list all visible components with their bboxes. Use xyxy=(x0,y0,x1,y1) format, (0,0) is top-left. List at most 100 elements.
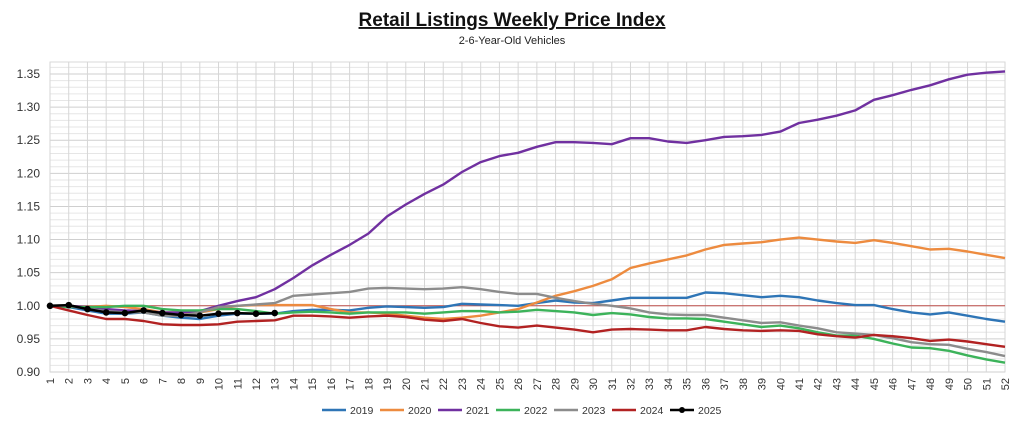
data-point-2025 xyxy=(121,309,129,317)
x-tick-label: 52 xyxy=(1000,378,1012,390)
x-tick-label: 3 xyxy=(82,378,94,384)
legend-item-2022: 2022 xyxy=(496,405,548,417)
y-axis: 0.90 0.95 1.00 1.05 1.10 1.15 1.20 1.25 1.30 1.35 xyxy=(17,67,41,379)
legend-item-2021: 2021 xyxy=(438,405,490,417)
x-tick-label: 46 xyxy=(888,378,900,390)
x-tick-label: 16 xyxy=(326,378,338,390)
data-point-2025 xyxy=(271,309,279,317)
y-tick-label: 1.15 xyxy=(17,199,41,213)
x-tick-label: 34 xyxy=(663,378,675,390)
x-tick-label: 9 xyxy=(195,378,207,384)
legend-item-2025: 2025 xyxy=(670,405,722,417)
data-point-2025 xyxy=(177,311,185,319)
x-tick-label: 11 xyxy=(232,378,244,389)
series-2023 xyxy=(50,286,1006,358)
x-tick-label: 30 xyxy=(588,378,600,390)
data-point-2025 xyxy=(84,305,91,313)
x-tick-label: 25 xyxy=(494,378,506,390)
x-tick-label: 24 xyxy=(476,378,488,390)
data-point-2025 xyxy=(140,307,147,314)
x-tick-label: 31 xyxy=(607,378,619,390)
data-point-2025 xyxy=(233,309,241,317)
x-tick-label: 37 xyxy=(719,378,731,390)
data-point-2025 xyxy=(196,312,204,320)
data-point-2025 xyxy=(159,309,166,317)
x-tick-label: 1 xyxy=(45,378,57,384)
data-point-2025 xyxy=(46,302,54,310)
data-point-2025 xyxy=(252,310,260,318)
x-tick-label: 44 xyxy=(850,378,862,390)
series-line-2021 xyxy=(50,70,1006,314)
x-tick-label: 42 xyxy=(813,378,825,390)
x-tick-label: 15 xyxy=(307,378,319,390)
x-tick-label: 23 xyxy=(457,378,469,390)
legend-label: 2024 xyxy=(640,405,664,417)
series-2021 xyxy=(50,70,1006,314)
x-tick-label: 28 xyxy=(551,378,563,390)
series-line-2024 xyxy=(49,304,1006,348)
x-tick-label: 47 xyxy=(906,378,918,390)
series-line-2023 xyxy=(50,286,1006,358)
legend-label: 2022 xyxy=(524,405,548,417)
y-tick-label: 0.95 xyxy=(17,332,41,346)
x-tick-label: 17 xyxy=(345,378,357,390)
x-tick-label: 13 xyxy=(270,378,282,390)
legend-marker xyxy=(679,407,685,413)
x-tick-label: 43 xyxy=(831,378,843,390)
x-tick-label: 45 xyxy=(869,378,881,390)
series-2024 xyxy=(49,304,1006,348)
x-tick-label: 50 xyxy=(963,378,975,390)
x-tick-label: 20 xyxy=(401,378,413,390)
x-tick-label: 51 xyxy=(981,378,993,390)
legend-item-2024: 2024 xyxy=(612,405,664,417)
y-tick-label: 1.05 xyxy=(17,266,41,280)
x-tick-label: 27 xyxy=(532,378,544,390)
y-tick-label: 1.10 xyxy=(17,233,41,247)
y-tick-label: 1.00 xyxy=(17,299,41,313)
y-tick-label: 1.35 xyxy=(17,67,41,81)
x-tick-label: 14 xyxy=(288,378,300,390)
legend-item-2020: 2020 xyxy=(380,405,432,417)
y-tick-label: 1.25 xyxy=(17,133,41,147)
data-point-2025 xyxy=(215,310,222,318)
x-tick-label: 18 xyxy=(363,378,375,390)
x-axis: 1 2 3 4 5 6 7 8 9 10 11 12 13 14 15 16 17 18 19 20 21 22 23 24 2… xyxy=(45,378,1012,390)
x-tick-label: 4 xyxy=(101,378,113,384)
x-tick-label: 10 xyxy=(214,378,226,390)
x-tick-label: 26 xyxy=(513,378,525,390)
x-tick-label: 29 xyxy=(569,378,581,390)
series-2019 xyxy=(49,291,1006,323)
x-tick-label: 33 xyxy=(644,378,656,390)
legend-label: 2025 xyxy=(698,405,722,417)
x-tick-label: 7 xyxy=(157,378,169,384)
data-point-2025 xyxy=(102,309,110,316)
legend-item-2023: 2023 xyxy=(554,405,606,417)
legend-item-2019: 2019 xyxy=(322,405,374,417)
x-tick-label: 40 xyxy=(775,378,787,390)
x-tick-label: 22 xyxy=(438,378,450,390)
x-tick-label: 2 xyxy=(64,378,76,384)
x-tick-label: 19 xyxy=(382,378,394,390)
legend: 2019 2020 2021 2022 2023 2024 2025 xyxy=(322,405,722,417)
y-tick-label: 0.90 xyxy=(17,365,41,379)
legend-label: 2019 xyxy=(350,405,374,417)
x-tick-label: 36 xyxy=(700,378,712,390)
x-tick-label: 32 xyxy=(625,378,637,390)
y-tick-label: 1.20 xyxy=(17,166,41,180)
series-lines xyxy=(46,70,1006,364)
x-tick-label: 38 xyxy=(738,378,750,390)
x-tick-label: 35 xyxy=(682,378,694,390)
legend-label: 2021 xyxy=(466,405,490,417)
x-tick-label: 39 xyxy=(757,378,769,390)
y-tick-label: 1.30 xyxy=(17,100,41,114)
x-tick-label: 49 xyxy=(944,378,956,390)
x-tick-label: 5 xyxy=(120,378,132,384)
series-line-2019 xyxy=(49,291,1006,323)
chart-subtitle: 2-6-Year-Old Vehicles xyxy=(459,35,566,47)
x-tick-label: 6 xyxy=(139,378,151,384)
x-tick-label: 41 xyxy=(794,378,806,390)
x-tick-label: 21 xyxy=(420,378,432,390)
legend-label: 2020 xyxy=(408,405,432,417)
chart-title: Retail Listings Weekly Price Index xyxy=(359,10,666,31)
